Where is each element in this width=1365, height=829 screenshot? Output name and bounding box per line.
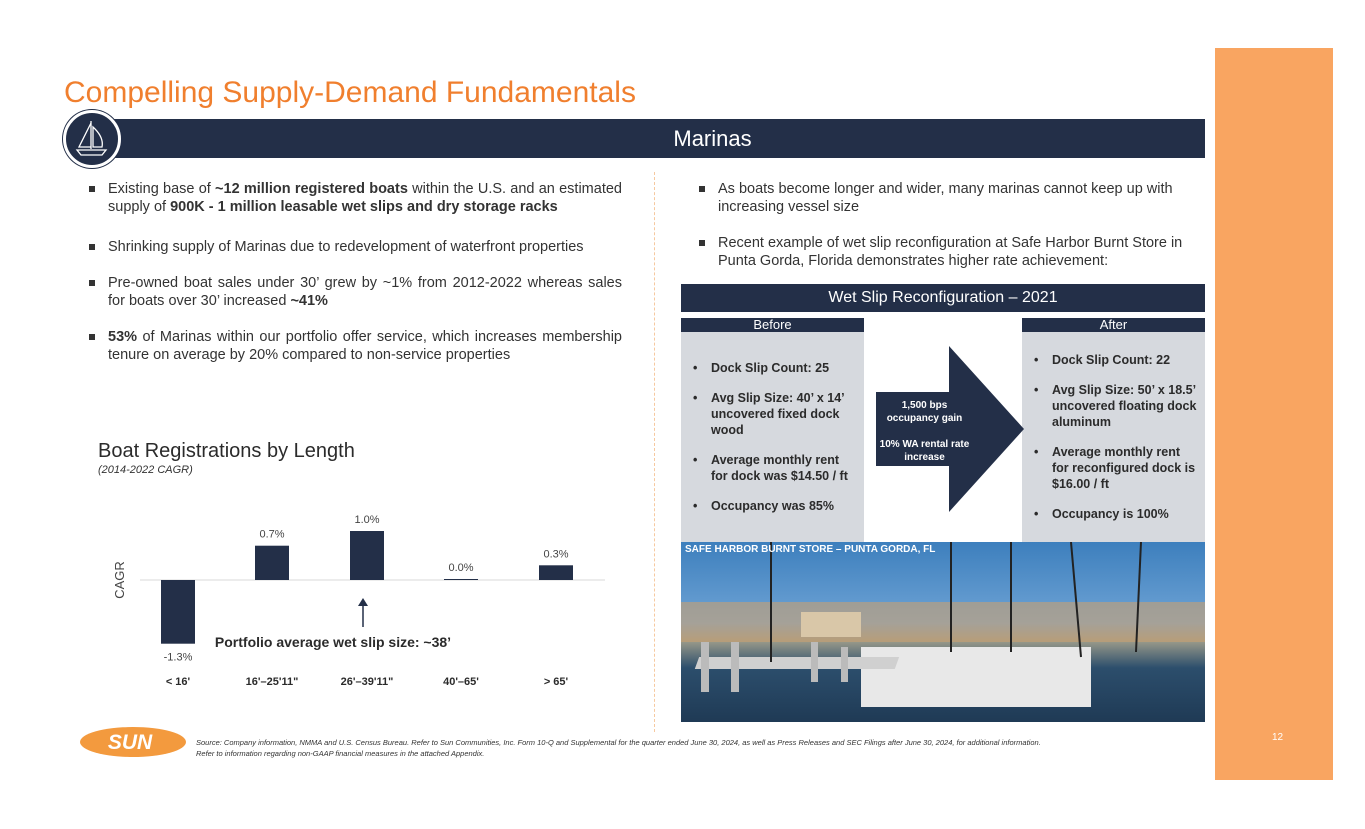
list-item: As boats become longer and wider, many m… [685,180,1205,216]
bar [255,545,289,580]
bar [350,531,384,580]
list-item: Recent example of wet slip reconfigurati… [685,234,1205,270]
text: Pre-owned boat sales under 30’ grew by ~… [108,275,622,309]
bar [539,565,573,580]
data-label: 0.0% [448,562,473,574]
annotation-arrow [358,598,368,627]
side-accent-bar [1215,48,1333,780]
text: Existing base of [108,181,216,197]
bold-text: ~12 million registered boats [215,181,408,197]
source-line: Refer to information regarding non-GAAP … [196,749,485,758]
svg-text:SUN: SUN [108,731,153,754]
x-tick-label: 26'–39'11" [341,676,394,688]
list-item: Occupancy is 100% [1034,506,1197,522]
after-panel: Dock Slip Count: 22 Avg Slip Size: 50’ x… [1022,332,1205,542]
list-item: Occupancy was 85% [693,498,856,514]
chart-annotation: Portfolio average wet slip size: ~38’ [215,634,451,650]
text: within the U.S. and an estimated supply … [108,181,622,215]
section-band: Marinas [90,119,1205,158]
sailboat-icon [63,110,121,168]
list-item: Dock Slip Count: 22 [1034,352,1197,368]
occupancy-gain: 1,500 bps occupancy gain [886,400,963,424]
list-item: 53% of Marinas within our portfolio offe… [75,328,622,364]
page-title: Compelling Supply-Demand Fundamentals [64,76,636,109]
rental-increase: 10% WA rental rate increase [879,439,970,463]
arrow-text: 1,500 bps occupancy gain 10% WA rental r… [876,399,973,464]
before-header: Before [681,318,864,332]
right-arrow-icon [876,346,1024,512]
reconfig-title: Wet Slip Reconfiguration – 2021 [681,284,1205,312]
chart-title: Boat Registrations by Length [98,440,355,462]
x-tick-label: 40'–65' [443,676,479,688]
bold-text: 53% [108,329,138,345]
list-item: Average monthly rent for dock was $14.50… [693,452,856,484]
bar-chart: CAGR -1.3% < 16' 0.7% 16'–25'11" 1.0% 26'–39'… [112,514,605,688]
text: of Marinas within our portfolio offer se… [108,329,622,363]
after-header: After [1022,318,1205,332]
right-bullet-list: As boats become longer and wider, many m… [685,180,1205,288]
list-item: Avg Slip Size: 40’ x 14’ uncovered fixed… [693,390,856,438]
text: Shrinking supply of Marinas due to redev… [108,239,584,255]
sun-logo: SUN [80,727,186,757]
left-bullet-list: Existing base of ~12 million registered … [75,180,622,382]
section-title: Marinas [673,126,752,151]
data-label: -1.3% [164,652,193,664]
list-item: Pre-owned boat sales under 30’ grew by ~… [75,274,622,310]
bar [444,579,478,580]
data-label: 1.0% [354,514,379,526]
bold-text: 900K - 1 million leasable wet slips and … [170,199,558,215]
list-item: Dock Slip Count: 25 [693,360,856,376]
source-line: Source: Company information, NMMA and U.… [196,738,1041,747]
data-label: 0.7% [259,529,284,541]
bar [161,580,195,644]
list-item: Shrinking supply of Marinas due to redev… [75,238,622,256]
list-item: Average monthly rent for reconfigured do… [1034,444,1197,492]
x-tick-label: < 16' [166,676,191,688]
x-tick-label: 16'–25'11" [246,676,299,688]
page-number: 12 [1272,732,1284,743]
before-panel: Dock Slip Count: 25 Avg Slip Size: 40’ x… [681,332,864,542]
source-note: Source: Company information, NMMA and U.… [196,737,1196,759]
chart-subtitle: (2014-2022 CAGR) [98,464,193,476]
list-item: Avg Slip Size: 50’ x 18.5’ uncovered flo… [1034,382,1197,430]
bold-text: ~41% [290,293,328,309]
y-axis-label: CAGR [112,561,127,599]
divider [654,172,655,732]
x-tick-label: > 65' [544,676,569,688]
data-label: 0.3% [543,548,568,560]
marina-photo: SAFE HARBOR BURNT STORE – PUNTA GORDA, F… [681,542,1205,722]
photo-caption: SAFE HARBOR BURNT STORE – PUNTA GORDA, F… [685,544,936,555]
list-item: Existing base of ~12 million registered … [75,180,622,216]
